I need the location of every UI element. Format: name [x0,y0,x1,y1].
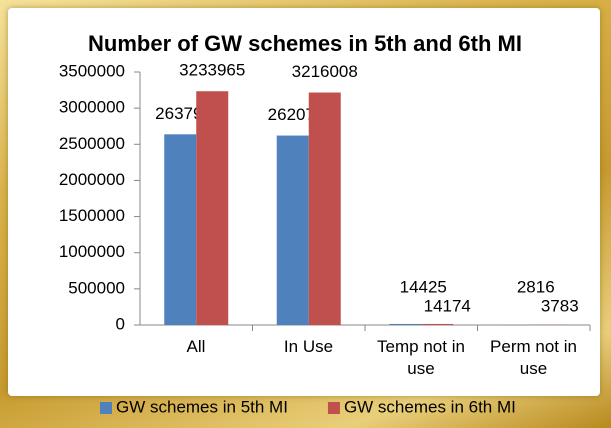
bar [196,91,229,325]
legend-swatch [100,402,112,414]
y-tick-label: 0 [116,314,125,333]
bar [389,323,422,325]
y-tick-label: 3500000 [59,61,125,80]
chart-title: Number of GW schemes in 5th and 6th MI [88,31,522,56]
x-tick-label: Temp not in use [377,337,465,378]
data-label: 14425 [400,277,447,296]
bar [276,135,309,325]
y-tick-label: 1000000 [59,242,125,261]
data-label: 2816 [517,277,555,296]
data-label: 3783 [541,296,579,315]
y-tick-label: 2500000 [59,134,125,153]
bar [421,323,454,325]
bar [308,92,341,325]
bar [164,134,197,325]
data-label: 3216008 [292,62,358,81]
y-tick-label: 500000 [68,278,125,297]
legend-label: GW schemes in 5th MI [116,397,288,416]
data-label: 3233965 [179,61,245,80]
x-tick-label: Perm not in use [490,337,577,378]
y-tick-label: 3000000 [59,98,125,117]
legend-label: GW schemes in 6th MI [344,397,516,416]
y-tick-label: 2000000 [59,170,125,189]
y-tick-label: 1500000 [59,206,125,225]
x-tick-label: All [186,337,206,356]
data-label: 14174 [424,296,471,315]
legend-swatch [327,402,340,414]
x-tick-label: In Use [283,337,334,356]
